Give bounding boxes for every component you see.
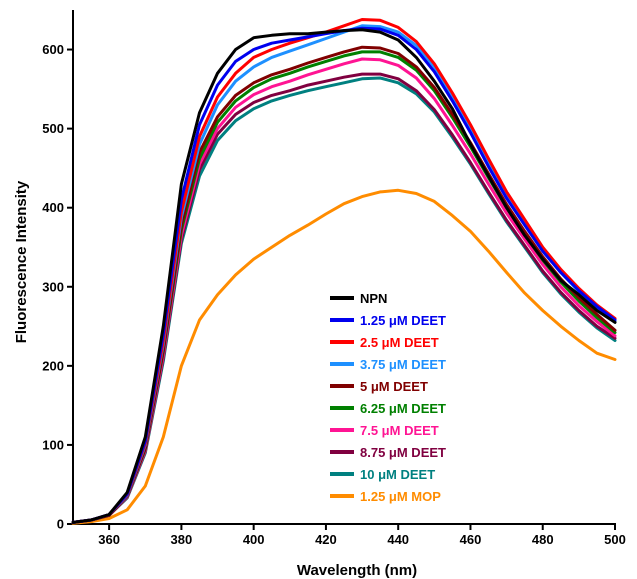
- series-line-3: [71, 18, 617, 524]
- series-line-4: [71, 24, 617, 524]
- legend: NPN 1.25 μM DEET 2.5 μM DEET 3.75 μM DEET 5 …: [330, 291, 446, 504]
- x-axis-title: Wavelength (nm): [297, 562, 417, 579]
- legend-label-4: 3.75 μM DEET: [360, 357, 446, 372]
- legend-label-10: 1.25 μM MOP: [360, 489, 441, 504]
- legend-label-2: 1.25 μM DEET: [360, 313, 446, 328]
- legend-label-6: 6.25 μM DEET: [360, 401, 446, 416]
- series-line-2: [71, 26, 617, 524]
- legend-label-5: 5 μM DEET: [360, 379, 428, 394]
- series-line-10: [71, 188, 617, 525]
- y-tick-label: 400: [42, 200, 64, 215]
- x-tick-label: 460: [460, 532, 482, 547]
- x-tick-label: 440: [387, 532, 409, 547]
- y-tick-label: 300: [42, 279, 64, 294]
- x-tick-label: 500: [604, 532, 626, 547]
- series-line-1: [71, 28, 617, 524]
- series-lines: [71, 18, 617, 525]
- x-tick-label: 380: [171, 532, 193, 547]
- y-axis-title: Fluorescence Intensity: [13, 180, 30, 343]
- legend-label-7: 7.5 μM DEET: [360, 423, 439, 438]
- legend-label-3: 2.5 μM DEET: [360, 335, 439, 350]
- y-tick-label: 500: [42, 121, 64, 136]
- x-tick-label: 400: [243, 532, 265, 547]
- legend-label-1: NPN: [360, 291, 387, 306]
- y-tick-label: 600: [42, 42, 64, 57]
- legend-label-9: 10 μM DEET: [360, 467, 435, 482]
- axes: 0 100 200 300 400 500 600 360 380 400 420 440 460 480…: [42, 10, 626, 547]
- x-tick-label: 420: [315, 532, 337, 547]
- y-tick-label: 100: [42, 437, 64, 452]
- y-tick-label: 200: [42, 358, 64, 373]
- legend-label-8: 8.75 μM DEET: [360, 445, 446, 460]
- x-tick-label: 480: [532, 532, 554, 547]
- y-tick-label: 0: [57, 517, 64, 532]
- x-tick-label: 360: [98, 532, 120, 547]
